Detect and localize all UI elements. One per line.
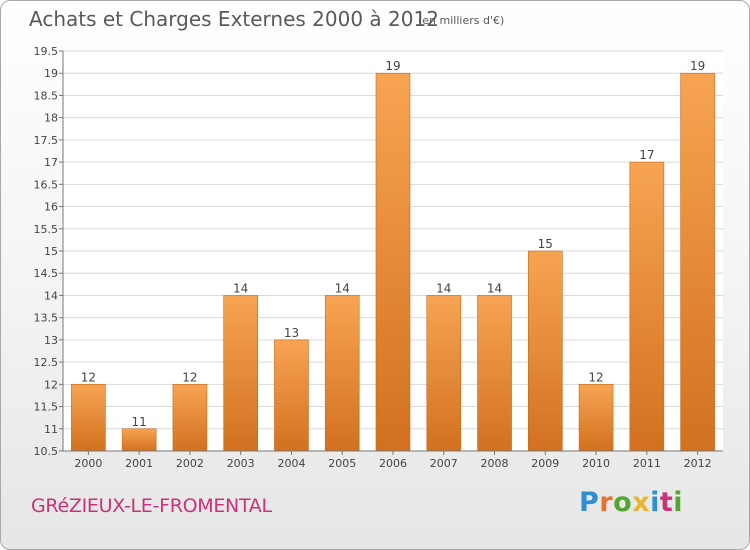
data-label: 12 <box>81 370 96 384</box>
data-label: 15 <box>538 237 553 251</box>
y-tick-label: 18 <box>44 112 58 125</box>
logo-letter: x <box>632 487 651 518</box>
logo-letter: i <box>650 487 660 518</box>
x-tick-label: 2005 <box>328 457 356 470</box>
bar <box>324 295 360 452</box>
data-label: 12 <box>588 370 603 384</box>
logo-letter: t <box>659 487 674 518</box>
y-tick-label: 16.5 <box>34 178 59 191</box>
data-label: 14 <box>487 281 502 295</box>
y-tick-label: 15 <box>44 245 58 258</box>
y-tick-label: 15.5 <box>34 223 59 236</box>
x-tick-label: 2001 <box>125 457 153 470</box>
data-label: 12 <box>182 370 197 384</box>
bar <box>223 295 258 452</box>
x-tick-label: 2006 <box>379 457 407 470</box>
y-tick-label: 17.5 <box>34 134 59 147</box>
bar <box>172 384 208 452</box>
y-tick-label: 11.5 <box>34 401 59 414</box>
logo-letter: i <box>673 487 684 518</box>
x-tick-label: 2003 <box>227 457 255 470</box>
data-label: 14 <box>335 281 350 295</box>
axis-layer: 10.5 11 11.5 12 12.5 13 13.5 14 14.5 15 15.5 16 16.5… <box>34 45 723 470</box>
x-tick-label: 2011 <box>633 457 661 470</box>
y-tick-label: 13 <box>44 334 58 347</box>
x-tick-label: 2012 <box>684 457 712 470</box>
proxiti-logo[interactable]: Proxiti <box>579 487 683 518</box>
data-label: 19 <box>385 59 400 73</box>
bar <box>375 72 411 452</box>
bar <box>680 72 715 452</box>
chart-title: Achats et Charges Externes 2000 à 2012 <box>29 7 439 31</box>
commune-name: GRéZIEUX-LE-FROMENTAL <box>31 495 272 517</box>
data-label: 17 <box>639 148 654 162</box>
x-tick-label: 2002 <box>176 457 204 470</box>
y-tick-label: 18.5 <box>34 89 59 102</box>
x-tick-label: 2010 <box>582 457 610 470</box>
y-tick-label: 10.5 <box>34 445 59 458</box>
data-label: 13 <box>284 326 299 340</box>
bar <box>426 295 462 452</box>
y-tick-label: 14 <box>44 289 58 302</box>
y-tick-label: 11 <box>44 423 58 436</box>
x-tick-label: 2000 <box>74 457 102 470</box>
y-tick-label: 17 <box>44 156 58 169</box>
y-tick-label: 19 <box>44 67 58 80</box>
data-label: 14 <box>436 281 451 295</box>
bar <box>528 250 563 452</box>
bar <box>578 384 614 452</box>
logo-letter: o <box>613 487 633 518</box>
data-label: 14 <box>233 281 248 295</box>
y-tick-label: 16 <box>44 201 58 214</box>
bar <box>274 339 309 452</box>
x-tick-label: 2008 <box>481 457 509 470</box>
y-tick-label: 13.5 <box>34 312 59 325</box>
data-label: 19 <box>690 59 705 73</box>
bar <box>629 161 665 452</box>
logo-letter: r <box>599 487 614 518</box>
bar <box>477 295 512 452</box>
logo-letter: P <box>579 487 600 518</box>
y-tick-label: 19.5 <box>34 45 59 58</box>
bar-layer: 12 11 12 14 13 14 19 14 14 15 12 17 19 <box>71 59 715 452</box>
y-tick-label: 14.5 <box>34 267 59 280</box>
bar <box>121 428 157 452</box>
y-tick-label: 12.5 <box>34 356 59 369</box>
y-tick-label: 12 <box>44 378 58 391</box>
data-label: 11 <box>132 415 147 429</box>
x-tick-label: 2009 <box>531 457 559 470</box>
x-tick-label: 2004 <box>277 457 305 470</box>
x-tick-label: 2007 <box>430 457 458 470</box>
chart-unit: (en milliers d'€) <box>418 14 505 27</box>
bar <box>71 384 106 452</box>
